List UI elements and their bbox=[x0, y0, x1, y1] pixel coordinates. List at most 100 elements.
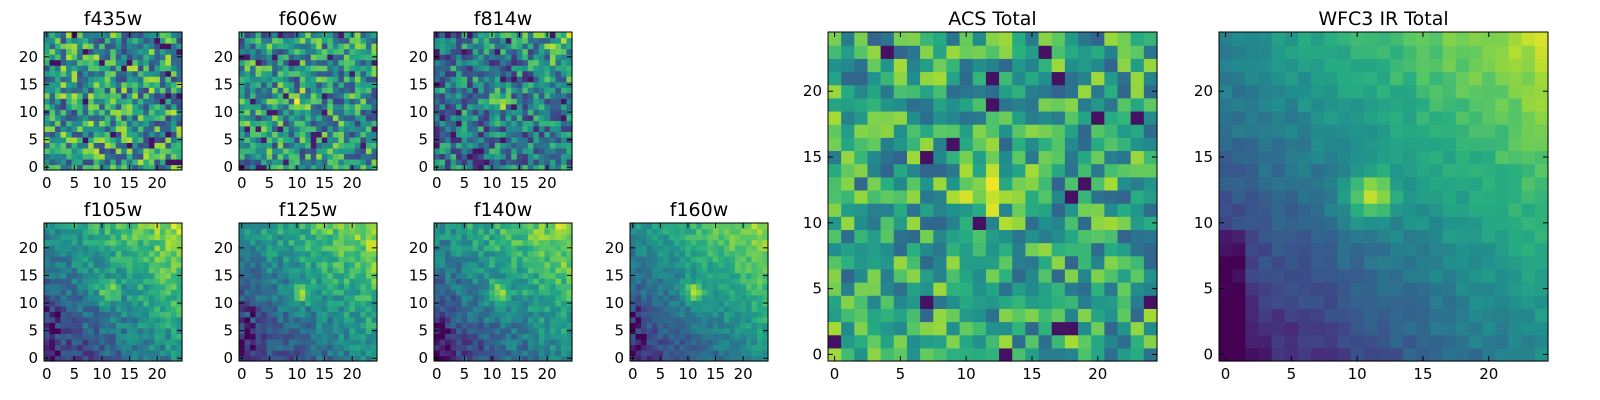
heatmap-cell bbox=[99, 65, 106, 72]
heatmap-cell bbox=[723, 289, 730, 296]
heatmap-cell bbox=[439, 349, 446, 357]
heatmap-cell bbox=[1078, 242, 1092, 257]
heatmap-cell bbox=[439, 261, 446, 268]
heatmap-cell bbox=[82, 267, 89, 274]
heatmap-cell bbox=[132, 245, 139, 252]
heatmap-cell bbox=[828, 268, 842, 283]
y-tick-label: 10 bbox=[19, 294, 38, 312]
heatmap-cell bbox=[165, 153, 172, 160]
heatmap-cell bbox=[729, 327, 736, 334]
heatmap-cell bbox=[555, 109, 562, 116]
heatmap-cell bbox=[533, 300, 540, 307]
heatmap-cell bbox=[82, 142, 89, 149]
heatmap-cell bbox=[132, 338, 139, 346]
heatmap-cell bbox=[439, 120, 446, 127]
heatmap-cell bbox=[343, 136, 350, 143]
heatmap-cell bbox=[305, 37, 312, 44]
heatmap-cell bbox=[143, 311, 150, 318]
heatmap-cell bbox=[1064, 229, 1079, 244]
heatmap-cell bbox=[450, 70, 457, 77]
heatmap-cell bbox=[456, 76, 463, 83]
heatmap-cell bbox=[472, 142, 479, 149]
heatmap-cell bbox=[652, 355, 659, 362]
heatmap-cell bbox=[299, 125, 306, 132]
heatmap-cell bbox=[165, 131, 172, 138]
heatmap-cell bbox=[244, 278, 251, 285]
heatmap-cell bbox=[343, 294, 350, 301]
heatmap-cell bbox=[505, 109, 512, 116]
heatmap-cell bbox=[299, 81, 306, 88]
heatmap-cell bbox=[272, 349, 279, 357]
heatmap-cell bbox=[544, 114, 551, 121]
heatmap-cell bbox=[154, 114, 161, 121]
heatmap-cell bbox=[707, 300, 714, 307]
heatmap-cell bbox=[354, 333, 362, 340]
heatmap-cell bbox=[49, 120, 56, 127]
heatmap-cell bbox=[277, 32, 284, 39]
heatmap-cell bbox=[71, 294, 78, 301]
heatmap-cell bbox=[533, 289, 540, 296]
heatmap-cell bbox=[456, 125, 463, 132]
heatmap-cell bbox=[707, 283, 714, 290]
heatmap-cell bbox=[104, 43, 111, 50]
heatmap-cell bbox=[266, 59, 273, 66]
heatmap-cell bbox=[483, 333, 490, 340]
heatmap-cells bbox=[239, 223, 378, 362]
heatmap-cell bbox=[663, 300, 670, 307]
heatmap-cell bbox=[88, 316, 95, 323]
heatmap-cell bbox=[880, 268, 895, 283]
heatmap-cell bbox=[360, 333, 367, 340]
heatmap-cell bbox=[255, 327, 262, 334]
heatmap-cell bbox=[828, 295, 842, 309]
heatmap-cell bbox=[371, 98, 378, 105]
heatmap-cell bbox=[893, 255, 908, 270]
heatmap-cell bbox=[277, 278, 284, 285]
heatmap-cell bbox=[349, 87, 356, 94]
heatmap-cell bbox=[762, 311, 769, 318]
heatmap-cell bbox=[159, 32, 167, 39]
heatmap-cell bbox=[338, 239, 345, 246]
x-tick-label: 5 bbox=[265, 365, 275, 383]
heatmap-cell bbox=[137, 81, 144, 88]
heatmap-cell bbox=[718, 239, 725, 246]
heatmap-cell bbox=[555, 131, 562, 138]
heatmap-cell bbox=[712, 256, 719, 263]
heatmap-cell bbox=[305, 125, 312, 132]
heatmap-cell bbox=[126, 87, 133, 94]
heatmap-cell bbox=[456, 305, 463, 312]
heatmap-cell bbox=[338, 32, 345, 39]
heatmap-cell bbox=[555, 311, 562, 318]
heatmap-cell bbox=[66, 54, 73, 61]
heatmap-cell bbox=[305, 54, 312, 61]
heatmap-cell bbox=[332, 250, 339, 257]
heatmap-cell bbox=[261, 76, 268, 83]
heatmap-cell bbox=[360, 81, 367, 88]
heatmap-cell bbox=[82, 316, 89, 323]
heatmap-cell bbox=[489, 136, 496, 143]
heatmap-cell bbox=[321, 250, 328, 257]
heatmap-cell bbox=[316, 267, 323, 274]
x-tick-label: 0 bbox=[432, 365, 442, 383]
heatmap-cell bbox=[1078, 255, 1092, 270]
heatmap-cell bbox=[250, 283, 257, 290]
heatmap-cell bbox=[1104, 203, 1119, 217]
heatmap-cell bbox=[707, 267, 714, 274]
heatmap-cell bbox=[522, 278, 529, 285]
heatmap-cell bbox=[354, 59, 362, 66]
heatmap-cell bbox=[88, 344, 95, 351]
heatmap-cell bbox=[93, 120, 100, 127]
heatmap-cell bbox=[165, 261, 172, 268]
heatmap-cell bbox=[494, 136, 501, 143]
heatmap-cell bbox=[294, 283, 301, 290]
heatmap-cell bbox=[511, 153, 518, 160]
heatmap-cell bbox=[244, 289, 251, 296]
heatmap-cell bbox=[734, 344, 741, 351]
heatmap-cell bbox=[867, 150, 882, 165]
heatmap-cell bbox=[349, 338, 356, 346]
heatmap-cell bbox=[472, 278, 479, 285]
heatmap-cell bbox=[137, 59, 144, 66]
heatmap-cell bbox=[522, 305, 529, 312]
y-tick-label: 0 bbox=[223, 158, 233, 176]
heatmap-cell bbox=[663, 355, 670, 362]
heatmap-cell bbox=[1130, 216, 1145, 230]
